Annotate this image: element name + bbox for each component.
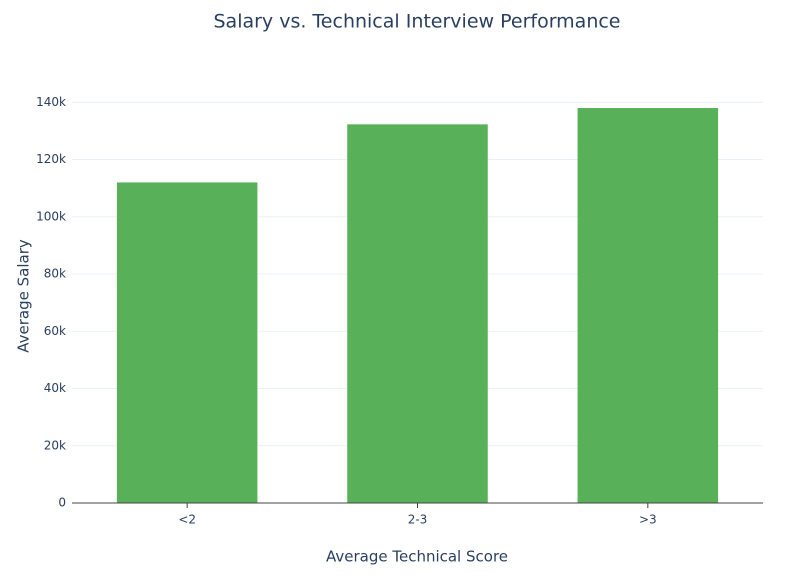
x-axis-label: Average Technical Score bbox=[326, 548, 508, 566]
y-tick-label: 80k bbox=[44, 267, 66, 281]
x-tick-label: >3 bbox=[639, 513, 657, 527]
y-tick-label: 0 bbox=[58, 496, 66, 510]
bar bbox=[347, 124, 488, 504]
y-tick-label: 140k bbox=[36, 95, 66, 109]
y-tick-label: 20k bbox=[44, 438, 66, 452]
bar bbox=[577, 108, 719, 503]
y-tick-label: 40k bbox=[44, 381, 66, 395]
y-tick-label: 60k bbox=[44, 324, 66, 338]
y-axis-label: Average Salary bbox=[15, 239, 33, 353]
x-tick-label: <2 bbox=[178, 513, 196, 527]
x-tick-label: 2-3 bbox=[408, 513, 428, 527]
bar bbox=[116, 182, 258, 503]
chart-title: Salary vs. Technical Interview Performan… bbox=[213, 11, 620, 33]
y-tick-label: 100k bbox=[36, 209, 66, 223]
y-tick-label: 120k bbox=[36, 152, 66, 166]
